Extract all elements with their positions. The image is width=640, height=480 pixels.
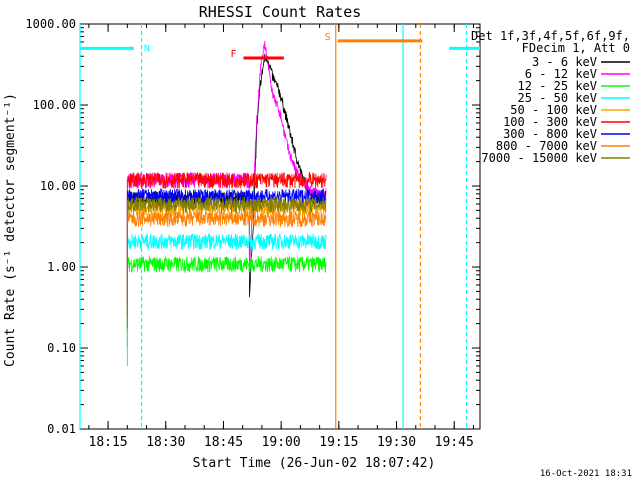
legend-label: 7000 - 15000 keV	[481, 151, 597, 165]
x-tick-label: 18:15	[89, 435, 128, 450]
chart-title: RHESSI Count Rates	[199, 3, 362, 21]
x-tick-label: 19:15	[319, 435, 358, 450]
legend-label: 100 - 300 keV	[503, 115, 597, 129]
x-axis-label: Start Time (26-Jun-02 18:07:42)	[193, 456, 436, 471]
legend-label: 800 - 7000 keV	[496, 139, 597, 153]
legend-label: 25 - 50 keV	[518, 91, 597, 105]
legend-label: 12 - 25 keV	[518, 79, 597, 93]
legend-label: 3 - 6 keV	[532, 55, 597, 69]
series-line-7	[127, 210, 327, 228]
legend-label: 50 - 100 keV	[510, 103, 597, 117]
y-tick-label: 0.01	[47, 422, 76, 436]
y-axis-label: Count Rate (s⁻¹ detector segment⁻¹)	[3, 93, 18, 367]
y-tick-label: 100.00	[33, 98, 76, 112]
y-tick-label: 1000.00	[25, 17, 76, 31]
plot-area: 0.01 0.10 1.00 10.00 100.00 1000.00 18:15 18:30…	[25, 17, 630, 450]
footer-timestamp: 16-Oct-2021 18:31	[540, 469, 632, 479]
state-bar-label-F: F	[230, 49, 236, 60]
state-bar-label-N: N	[144, 43, 150, 54]
x-tick-label: 19:00	[262, 435, 301, 450]
x-tick-label: 19:30	[377, 435, 416, 450]
legend-label: 300 - 800 keV	[503, 127, 597, 141]
legend-header-1: Det 1f,3f,4f,5f,6f,9f,	[471, 29, 630, 43]
series-line-5	[126, 171, 327, 190]
legend-header-2: FDecim 1, Att 0	[522, 41, 630, 55]
series-line-2	[126, 255, 327, 274]
series-line-3	[126, 232, 327, 251]
y-tick-label: 1.00	[47, 260, 76, 274]
x-tick-label: 18:45	[204, 435, 243, 450]
state-bar-label-S: S	[325, 32, 331, 43]
x-tick-label: 19:45	[435, 435, 474, 450]
y-tick-label: 10.00	[40, 179, 76, 193]
legend-label: 6 - 12 keV	[525, 67, 597, 81]
x-tick-label: 18:30	[146, 435, 185, 450]
y-tick-label: 0.10	[47, 341, 76, 355]
series-line-8	[126, 196, 327, 214]
